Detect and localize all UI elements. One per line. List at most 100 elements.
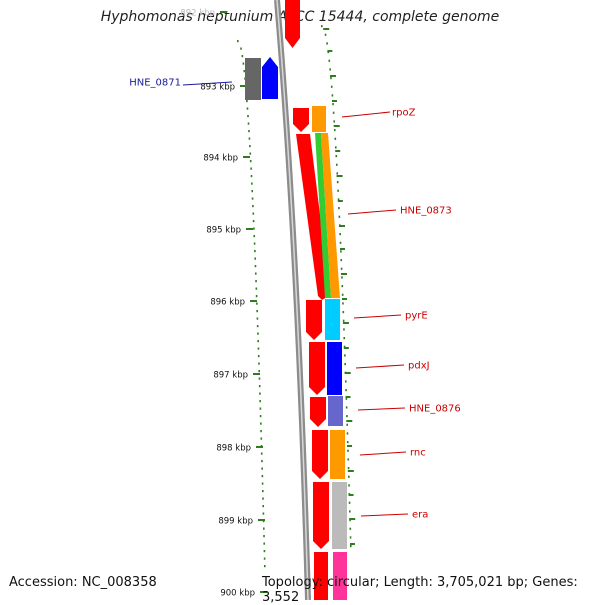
kbp-tick-mark [253, 373, 260, 375]
outer-tick-mark [344, 372, 351, 374]
kbp-tick-mark [220, 11, 227, 13]
gene-label-leader [355, 364, 405, 369]
outer-tick-mark [338, 225, 345, 227]
inner-dotted-guide [256, 325, 259, 328]
inner-dotted-guide [261, 460, 263, 463]
outer-tick-mark [343, 347, 349, 349]
inner-dotted-guide [249, 145, 251, 148]
gene-label[interactable]: HNE_0876 [409, 404, 461, 415]
gene-block [312, 106, 326, 132]
outer-dotted-guide [332, 103, 334, 106]
outer-dotted-guide [343, 345, 346, 348]
inner-dotted-guide [237, 40, 239, 43]
outer-dotted-guide [347, 467, 350, 470]
kbp-tick-mark [246, 228, 253, 230]
inner-dotted-guide [263, 542, 266, 545]
inner-dotted-guide [263, 550, 266, 553]
outer-dotted-guide [333, 120, 336, 123]
inner-dotted-guide [261, 482, 264, 485]
outer-tick-mark [349, 518, 356, 520]
outer-dotted-guide [348, 484, 350, 487]
outer-dotted-guide [344, 363, 346, 366]
outer-dotted-guide [340, 259, 343, 262]
inner-dotted-guide [252, 205, 254, 208]
inner-dotted-guide [250, 175, 253, 178]
outer-dotted-guide [347, 458, 350, 461]
kbp-tick-label: 892 kbp [180, 9, 215, 19]
gene-label[interactable]: HNE_0873 [400, 206, 452, 217]
kbp-tick-label: 900 kbp [220, 589, 255, 599]
outer-tick-mark [349, 543, 355, 545]
kbp-tick-label: 899 kbp [218, 517, 253, 527]
outer-tick-mark [339, 248, 345, 250]
outer-dotted-guide [329, 68, 331, 71]
outer-dotted-guide [328, 59, 331, 62]
gene-label[interactable]: era [412, 510, 428, 521]
gene-label-leader [182, 81, 233, 86]
outer-dotted-guide [339, 241, 342, 244]
outer-tick-mark [341, 273, 348, 275]
outer-dotted-guide [346, 441, 349, 444]
gene-label[interactable]: pyrE [405, 311, 428, 322]
inner-dotted-guide [256, 302, 258, 305]
inner-dotted-guide [261, 475, 264, 478]
inner-dotted-guide [258, 370, 261, 373]
gene-arrow [293, 108, 309, 132]
gene-label-leader [357, 407, 406, 411]
inner-dotted-guide [257, 332, 259, 335]
kbp-tick-mark [256, 446, 263, 448]
outer-dotted-guide [334, 137, 337, 140]
gene-block [245, 58, 261, 100]
outer-tick-mark [342, 322, 349, 324]
outer-dotted-guide [336, 172, 339, 175]
outer-tick-mark [327, 50, 333, 52]
inner-dotted-guide [259, 407, 262, 410]
outer-dotted-guide [343, 337, 346, 340]
inner-dotted-guide [246, 100, 248, 103]
inner-dotted-guide [251, 197, 254, 200]
outer-dotted-guide [347, 475, 350, 478]
outer-dotted-guide [331, 94, 334, 97]
outer-dotted-guide [342, 302, 344, 305]
outer-dotted-guide [340, 250, 342, 253]
gene-label[interactable]: pdxJ [408, 361, 430, 372]
inner-dotted-guide [261, 467, 263, 470]
gene-label[interactable]: HNE_0871 [129, 78, 181, 89]
outer-dotted-guide [321, 25, 323, 28]
gene-label[interactable]: rpoZ [392, 108, 416, 119]
outer-tick-mark [336, 175, 343, 177]
outer-dotted-guide [342, 319, 345, 322]
inner-dotted-guide [249, 160, 252, 163]
inner-dotted-guide [259, 392, 261, 395]
kbp-tick-mark [240, 85, 247, 87]
outer-dotted-guide [338, 207, 340, 210]
inner-dotted-guide [253, 235, 256, 238]
outer-tick-mark [348, 494, 354, 496]
outer-dotted-guide [347, 449, 349, 452]
outer-dotted-guide [346, 423, 348, 426]
outer-dotted-guide [341, 276, 343, 279]
backbone-highlight [276, 0, 309, 600]
inner-dotted-guide [258, 362, 260, 365]
inner-dotted-guide [251, 182, 253, 185]
kbp-tick-mark [250, 300, 257, 302]
inner-dotted-guide [243, 70, 246, 73]
gene-label-leader [359, 451, 407, 456]
outer-dotted-guide [337, 198, 340, 201]
outer-dotted-guide [346, 432, 349, 435]
kbp-tick-mark [243, 156, 250, 158]
outer-dotted-guide [345, 406, 348, 409]
kbp-tick-label: 898 kbp [216, 444, 251, 454]
kbp-tick-label: 897 kbp [213, 371, 248, 381]
gene-label[interactable]: rnc [410, 448, 426, 459]
outer-dotted-guide [349, 519, 351, 522]
inner-dotted-guide [251, 190, 254, 193]
inner-dotted-guide [262, 520, 265, 523]
outer-dotted-guide [330, 85, 333, 88]
outer-dotted-guide [349, 510, 351, 513]
inner-dotted-guide [262, 505, 265, 508]
inner-dotted-guide [257, 347, 260, 350]
accession-text: Accession: NC_008358 [9, 575, 157, 590]
inner-dotted-guide [257, 340, 260, 343]
inner-dotted-guide [264, 565, 266, 568]
